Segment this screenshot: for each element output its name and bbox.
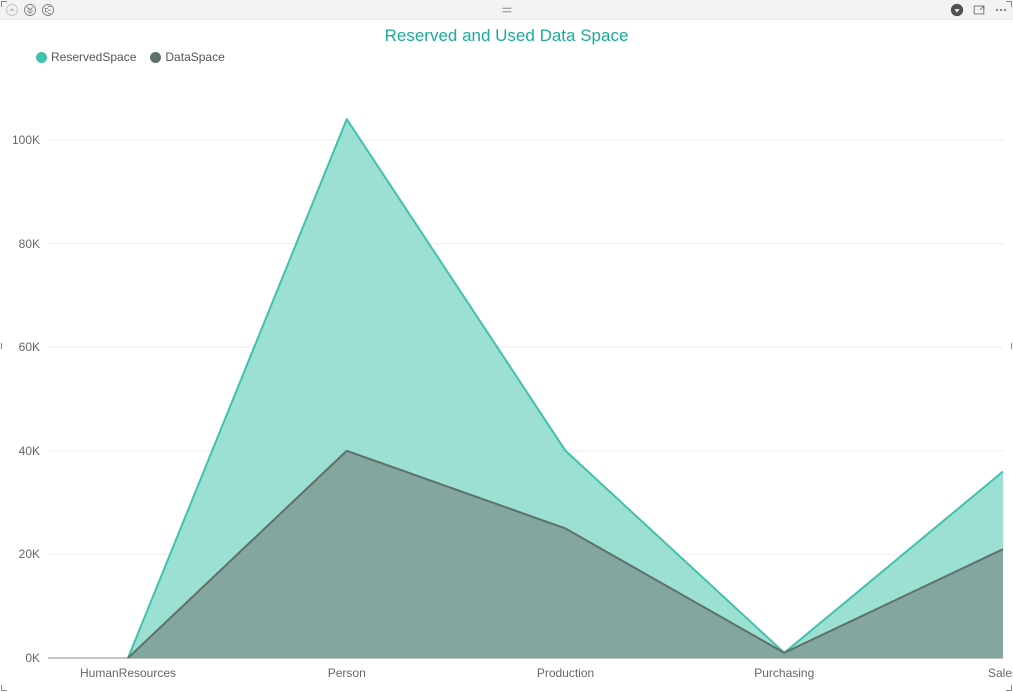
legend-label: DataSpace [165, 50, 224, 64]
legend-swatch [36, 52, 47, 63]
x-tick-label: Production [537, 666, 594, 680]
toolbar-left-group [4, 2, 56, 18]
side-tick [1011, 343, 1012, 349]
focus-mode-icon[interactable] [971, 2, 987, 18]
title-row: Reserved and Used Data Space [0, 20, 1013, 48]
drill-down-all-icon[interactable] [22, 2, 38, 18]
toolbar-right-group [949, 2, 1009, 18]
chart-area: 0K20K40K60K80K100K HumanResourcesPersonP… [0, 74, 1013, 692]
x-tick-label: Sales [988, 666, 1013, 680]
legend-item-dataspace[interactable]: DataSpace [150, 50, 224, 64]
legend-swatch [150, 52, 161, 63]
x-axis-labels: HumanResources Person Production Purchasing… [0, 666, 1013, 686]
legend-item-reserved[interactable]: ReservedSpace [36, 50, 136, 64]
drill-mode-icon[interactable] [949, 2, 965, 18]
visual-toolbar [0, 0, 1013, 20]
corner-tick [1, 1, 7, 7]
toolbar-center-group [499, 2, 515, 18]
x-tick-label: Purchasing [754, 666, 814, 680]
corner-tick [1006, 1, 1012, 7]
expand-next-level-icon[interactable] [40, 2, 56, 18]
x-tick-label: HumanResources [80, 666, 176, 680]
area-chart-svg [0, 74, 1013, 692]
x-tick-label: Person [328, 666, 366, 680]
legend-label: ReservedSpace [51, 50, 136, 64]
legend: ReservedSpace DataSpace [0, 48, 1013, 66]
grip-icon[interactable] [499, 2, 515, 18]
chart-title: Reserved and Used Data Space [0, 26, 1013, 46]
side-tick [1, 343, 2, 349]
